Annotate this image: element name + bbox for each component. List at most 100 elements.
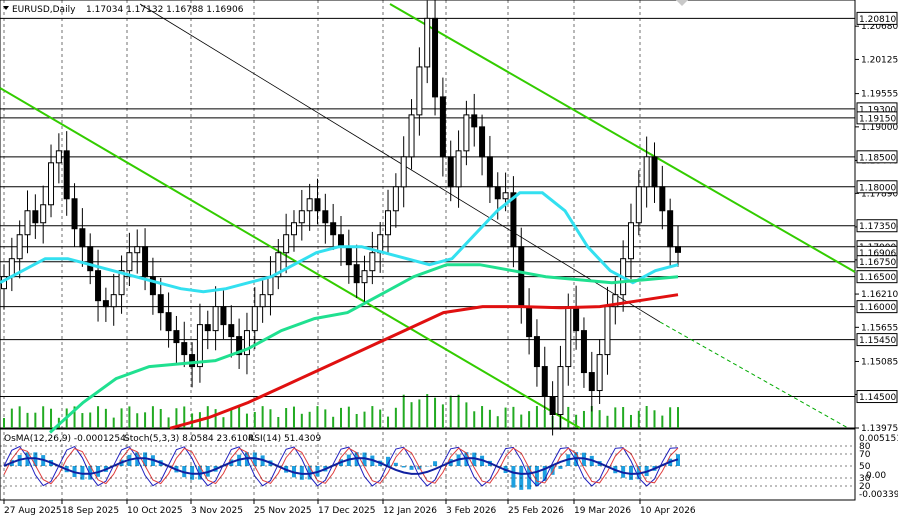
level-label: 1.20810 [859, 15, 896, 25]
volume-bar [512, 406, 515, 428]
candle-body [24, 210, 31, 236]
date-label: 3 Nov 2025 [191, 506, 243, 516]
price-tick-label: 1.16210 [861, 290, 898, 300]
candle-body [40, 204, 47, 224]
volume-bar [324, 409, 327, 428]
channel-lower-line [0, 87, 581, 429]
date-label: 19 Mar 2026 [574, 506, 631, 516]
level-badge [856, 150, 898, 164]
candle-body [439, 96, 446, 158]
volume-bar [457, 394, 460, 428]
candle-body [612, 294, 619, 308]
candle-body [330, 222, 337, 236]
candle-body [518, 246, 525, 308]
candle-body [471, 114, 478, 128]
volume-bar [535, 406, 538, 428]
candle-body [565, 306, 572, 368]
candle-body [432, 17, 439, 98]
volume-bar [426, 394, 429, 428]
candle-body [361, 270, 368, 284]
volume-bar [332, 416, 335, 428]
candle-body [400, 156, 407, 188]
candle-body [118, 270, 125, 296]
expand-arrow-icon[interactable] [3, 6, 9, 10]
level-badge [856, 11, 898, 25]
date-label: 10 Oct 2025 [127, 506, 183, 516]
volume-bar [245, 413, 248, 428]
candle-body [604, 306, 611, 356]
scroll-marker-icon[interactable] [676, 0, 688, 6]
chart-title: EURUSD,Daily 1.17034 1.17132 1.16788 1.1… [3, 5, 244, 15]
price-tick-label: 1.19000 [861, 123, 898, 133]
stoch-main-line [3, 445, 679, 487]
level-label: 1.19300 [859, 105, 896, 115]
volume-bar [144, 412, 147, 428]
volume-bar [26, 412, 29, 428]
channel-upper-line [389, 3, 856, 273]
candle-body [479, 126, 486, 158]
candle-body [541, 366, 548, 398]
level-badge [856, 300, 898, 314]
candle-body [526, 306, 533, 338]
volume-bar [214, 409, 217, 428]
price-tick-label: 1.13975 [861, 424, 898, 434]
candle-body [549, 396, 556, 416]
candle-body [149, 276, 156, 296]
level-badge [856, 180, 898, 194]
stoch-level-label: 20 [859, 482, 871, 492]
candle-body [659, 186, 666, 212]
price-tick-label: 1.20680 [861, 22, 898, 32]
volume-bar [253, 411, 256, 428]
ohlc-readout: 1.17034 1.17132 1.16788 1.16906 [86, 5, 244, 15]
candle-body [502, 192, 509, 200]
candle-body [463, 114, 470, 152]
volume-bar [97, 406, 100, 428]
candle-body [275, 252, 282, 278]
indicator-pane-frame [0, 428, 856, 501]
volume-bar [614, 407, 617, 428]
candle-body [635, 186, 642, 224]
volume-bar [567, 406, 570, 428]
candle-body [189, 354, 196, 368]
volume-bar [488, 409, 491, 428]
level-badge [856, 270, 898, 284]
volume-bar [136, 413, 139, 428]
candle-body [142, 246, 149, 278]
candle-body [627, 222, 634, 260]
candles [1, 0, 681, 436]
volume-bar [34, 412, 37, 428]
volume-bar [637, 410, 640, 428]
volume-bar [379, 409, 382, 428]
volume-bar [606, 415, 609, 428]
candle-body [675, 246, 681, 253]
volume-bar [73, 406, 76, 428]
level-label: 1.16000 [859, 303, 896, 313]
stoch-signal-line [3, 447, 679, 485]
candle-body [290, 222, 297, 236]
osma-max-label: 0.005151 [859, 434, 898, 444]
osma-bar [542, 466, 547, 482]
volume-bar [504, 407, 507, 428]
volume-bar [543, 409, 546, 428]
volume-bar [449, 395, 452, 428]
candle-body [134, 246, 141, 254]
volume-bar [434, 397, 437, 428]
stoch-label: Stoch(5,3,3) 8.0584 23.6104 [124, 434, 254, 444]
volume-bar [441, 404, 444, 428]
candle-body [196, 324, 203, 368]
level-label: 1.16750 [859, 258, 896, 268]
level-badge [856, 111, 898, 125]
volume-bar [669, 407, 672, 428]
level-label: 1.15450 [859, 336, 896, 346]
ema-fast-line [0, 191, 679, 294]
volume-bar [481, 406, 484, 428]
volume-bar [277, 416, 280, 428]
rsi-label: RSI(14) 51.4309 [248, 434, 321, 444]
osma-bar [558, 466, 563, 469]
ema-mid-line [48, 263, 679, 434]
candle-body [298, 210, 305, 224]
candle-body [486, 156, 493, 188]
candle-body [165, 312, 172, 332]
